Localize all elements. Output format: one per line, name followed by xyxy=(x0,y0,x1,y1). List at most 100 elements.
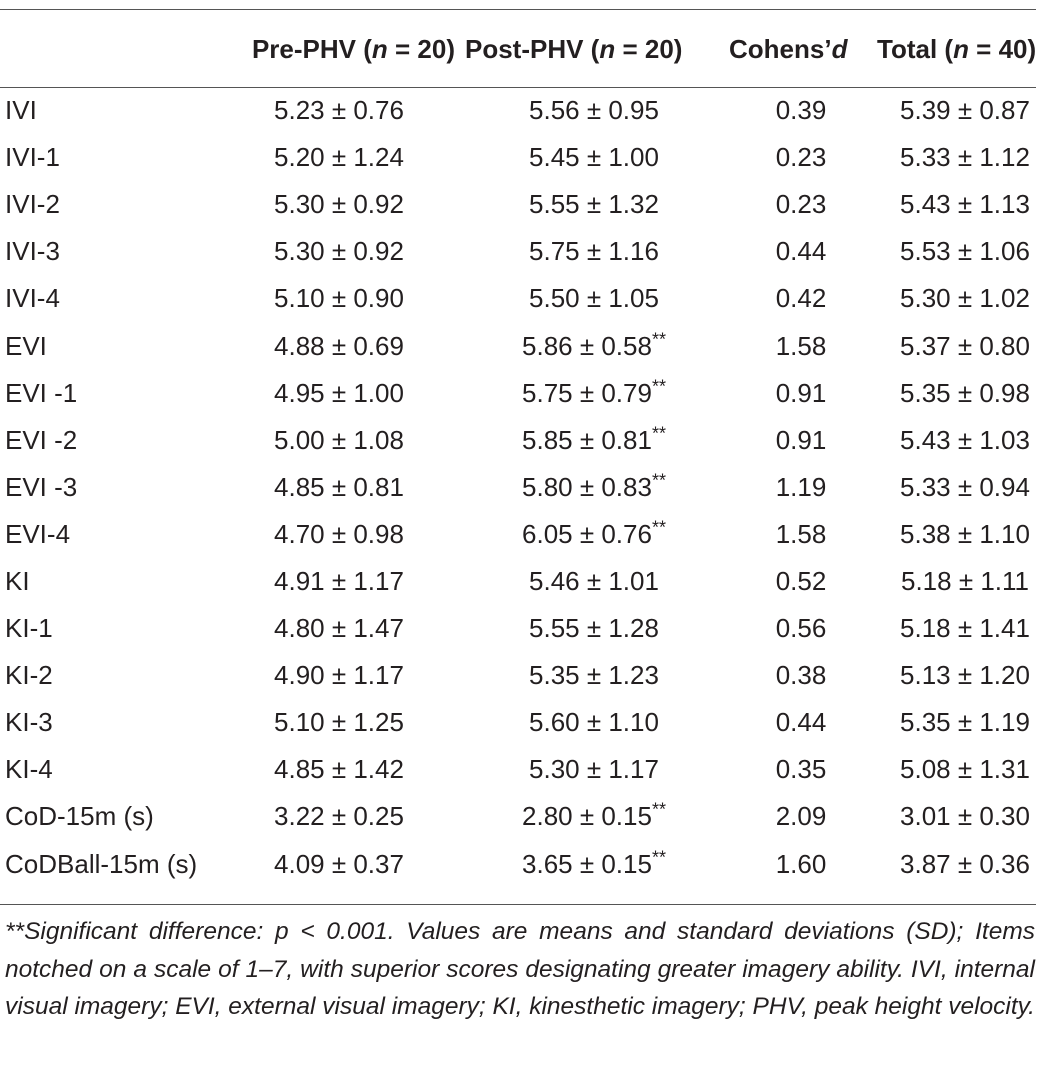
cell-cohens-d: 0.42 xyxy=(727,275,875,322)
header-cohens-d: Cohens’d xyxy=(727,12,875,87)
cell-post-phv: 5.85 ± 0.81** xyxy=(461,417,727,464)
cell-variable-value: KI-4 xyxy=(5,754,53,785)
cell-post-phv-value: 5.85 ± 0.81 xyxy=(522,424,652,455)
cell-pre-phv-value: 4.95 ± 1.00 xyxy=(274,377,404,408)
cell-cohens-d-value: 0.56 xyxy=(775,613,827,644)
cell-cohens-d-value: 0.39 xyxy=(775,95,827,126)
cell-pre-phv: 4.85 ± 1.42 xyxy=(217,746,461,793)
cell-pre-phv: 4.90 ± 1.17 xyxy=(217,652,461,699)
cell-total-value: 3.87 ± 0.36 xyxy=(900,848,1030,879)
cell-total-value: 3.01 ± 0.30 xyxy=(900,801,1030,832)
cell-total: 5.13 ± 1.20 xyxy=(875,652,1041,699)
table-row: CoDBall-15m (s) 4.09 ± 0.37 3.65 ± 0.15** 1… xyxy=(0,841,1041,888)
cell-total-value: 5.35 ± 0.98 xyxy=(900,377,1030,408)
cell-variable-value: EVI -2 xyxy=(5,424,78,455)
cell-cohens-d: 0.38 xyxy=(727,652,875,699)
table-row: CoD-15m (s) 3.22 ± 0.25 2.80 ± 0.15** 2.09 3… xyxy=(0,793,1041,840)
cell-cohens-d-value: 0.44 xyxy=(775,236,827,267)
significance-marker: ** xyxy=(651,375,666,396)
cell-variable: KI-3 xyxy=(0,699,217,746)
cell-total: 5.33 ± 1.12 xyxy=(875,134,1041,181)
cell-variable-value: KI-3 xyxy=(5,707,53,738)
table-row: KI-4 4.85 ± 1.42 5.30 ± 1.17 0.35 5.08 ± 1.3… xyxy=(0,746,1041,793)
cell-post-phv: 5.80 ± 0.83** xyxy=(461,464,727,511)
cell-post-phv-value: 5.50 ± 1.05 xyxy=(529,283,659,314)
cell-variable-value: EVI xyxy=(5,330,47,361)
cell-post-phv-value: 3.65 ± 0.15 xyxy=(522,848,652,879)
table-row: IVI-2 5.30 ± 0.92 5.55 ± 1.32 0.23 5.43 ± 1.… xyxy=(0,181,1041,228)
cell-variable-value: IVI-3 xyxy=(5,236,60,267)
cell-total: 5.38 ± 1.10 xyxy=(875,511,1041,558)
cell-total-value: 5.33 ± 0.94 xyxy=(900,471,1030,502)
cell-cohens-d: 0.39 xyxy=(727,87,875,134)
cell-variable: IVI-1 xyxy=(0,134,217,181)
header-total: Total (n = 40) xyxy=(875,12,1041,87)
cell-post-phv: 5.75 ± 0.79** xyxy=(461,370,727,417)
cell-cohens-d-value: 0.38 xyxy=(775,660,827,691)
cell-variable: KI-1 xyxy=(0,605,217,652)
cell-pre-phv-value: 4.91 ± 1.17 xyxy=(274,565,404,596)
cell-post-phv: 3.65 ± 0.15** xyxy=(461,841,727,888)
cell-pre-phv-value: 5.00 ± 1.08 xyxy=(274,424,404,455)
cell-post-phv-value: 6.05 ± 0.76 xyxy=(522,518,652,549)
cell-total-value: 5.37 ± 0.80 xyxy=(900,330,1030,361)
header-pre-phv-count: = 20) xyxy=(387,34,455,64)
cell-total-value: 5.13 ± 1.20 xyxy=(900,660,1030,691)
cell-cohens-d-value: 1.19 xyxy=(775,471,827,502)
cell-post-phv: 2.80 ± 0.15** xyxy=(461,793,727,840)
header-cohens-d-symbol: d xyxy=(831,34,848,64)
cell-variable-value: KI xyxy=(5,565,30,596)
significance-marker: ** xyxy=(651,470,666,491)
significance-marker: ** xyxy=(651,328,666,349)
table-row: EVI-4 4.70 ± 0.98 6.05 ± 0.76** 1.58 5.38 ± … xyxy=(0,511,1041,558)
cell-variable: EVI xyxy=(0,322,217,369)
table-row: EVI -1 4.95 ± 1.00 5.75 ± 0.79** 0.91 5.35 ±… xyxy=(0,370,1041,417)
header-post-phv: Post-PHV (n = 20) xyxy=(461,12,727,87)
cell-total: 5.30 ± 1.02 xyxy=(875,275,1041,322)
cell-pre-phv-value: 5.23 ± 0.76 xyxy=(274,95,404,126)
cell-pre-phv-value: 4.90 ± 1.17 xyxy=(274,660,404,691)
cell-post-phv: 5.50 ± 1.05 xyxy=(461,275,727,322)
cell-pre-phv: 5.10 ± 0.90 xyxy=(217,275,461,322)
cell-cohens-d: 0.52 xyxy=(727,558,875,605)
cell-post-phv-value: 5.60 ± 1.10 xyxy=(529,707,659,738)
cell-post-phv: 5.56 ± 0.95 xyxy=(461,87,727,134)
cell-total-value: 5.53 ± 1.06 xyxy=(900,236,1030,267)
cell-variable-value: EVI-4 xyxy=(5,518,71,549)
cell-post-phv-value: 5.30 ± 1.17 xyxy=(529,754,659,785)
cell-total: 3.87 ± 0.36 xyxy=(875,841,1041,888)
cell-total: 5.18 ± 1.11 xyxy=(875,558,1041,605)
cell-cohens-d: 2.09 xyxy=(727,793,875,840)
cell-total-value: 5.08 ± 1.31 xyxy=(900,754,1030,785)
cell-cohens-d-value: 1.60 xyxy=(775,848,827,879)
cell-total: 5.53 ± 1.06 xyxy=(875,228,1041,275)
cell-post-phv: 5.86 ± 0.58** xyxy=(461,322,727,369)
cell-post-phv-value: 5.55 ± 1.32 xyxy=(529,189,659,220)
table-row: IVI 5.23 ± 0.76 5.56 ± 0.95 0.39 5.39 ± 0.87 xyxy=(0,87,1041,134)
cell-variable: IVI-4 xyxy=(0,275,217,322)
cell-variable: IVI-3 xyxy=(0,228,217,275)
header-total-n: n xyxy=(953,34,969,64)
cell-cohens-d: 1.58 xyxy=(727,322,875,369)
table-bottom-rule xyxy=(0,904,1036,905)
cell-cohens-d-value: 0.23 xyxy=(775,142,827,173)
table-header: Pre-PHV (n = 20) Post-PHV (n = 20) Cohen… xyxy=(0,12,1041,87)
cell-variable-value: IVI-2 xyxy=(5,189,60,220)
cell-pre-phv: 5.00 ± 1.08 xyxy=(217,417,461,464)
cell-variable-value: IVI xyxy=(5,95,37,126)
cell-pre-phv: 5.20 ± 1.24 xyxy=(217,134,461,181)
table-row: EVI 4.88 ± 0.69 5.86 ± 0.58** 1.58 5.37 ± 0.… xyxy=(0,322,1041,369)
cell-total: 5.18 ± 1.41 xyxy=(875,605,1041,652)
cell-post-phv: 5.30 ± 1.17 xyxy=(461,746,727,793)
cell-variable: KI-4 xyxy=(0,746,217,793)
cell-total-value: 5.18 ± 1.41 xyxy=(900,613,1030,644)
cell-cohens-d: 1.19 xyxy=(727,464,875,511)
cell-total-value: 5.33 ± 1.12 xyxy=(900,142,1030,173)
header-post-phv-count: = 20) xyxy=(615,34,683,64)
cell-total: 5.33 ± 0.94 xyxy=(875,464,1041,511)
significance-marker: ** xyxy=(651,423,666,444)
cell-variable-value: IVI-1 xyxy=(5,142,60,173)
cell-cohens-d: 0.23 xyxy=(727,181,875,228)
cell-pre-phv-value: 4.85 ± 1.42 xyxy=(274,754,404,785)
table-row: KI-1 4.80 ± 1.47 5.55 ± 1.28 0.56 5.18 ± 1.4… xyxy=(0,605,1041,652)
